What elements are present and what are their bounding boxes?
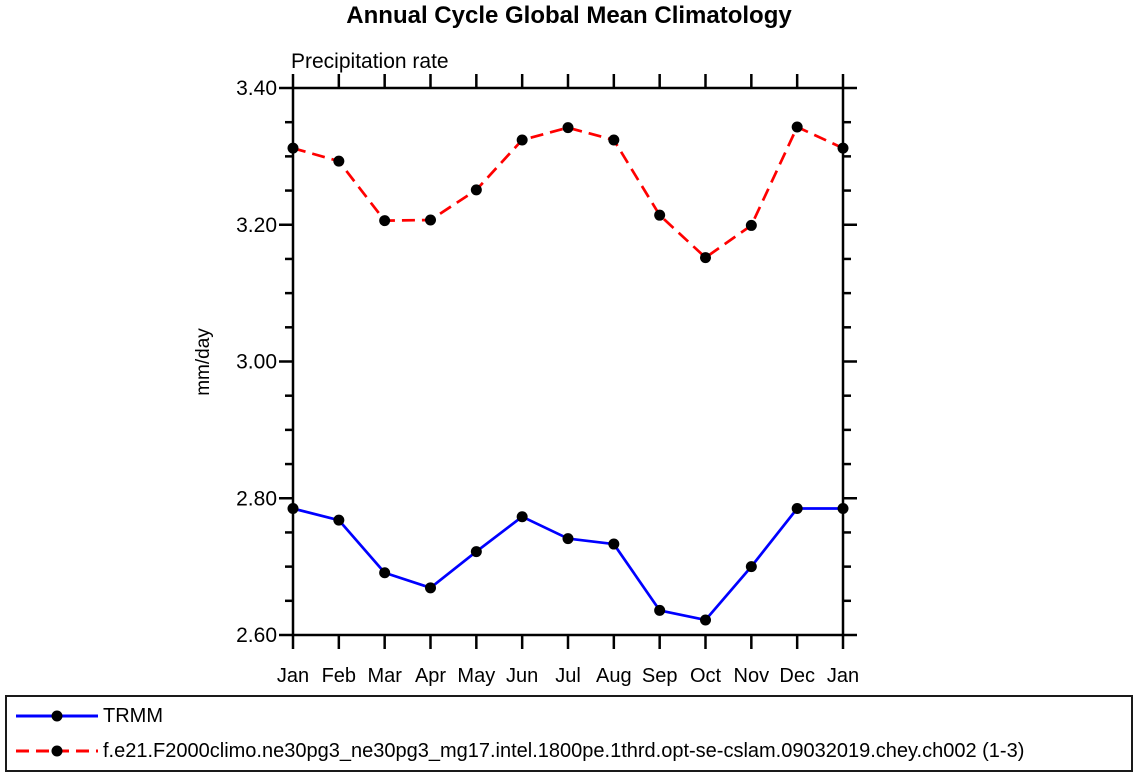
series-line-0	[292, 507, 843, 622]
series-marker-0	[379, 567, 391, 579]
model-line-sample-icon	[16, 745, 98, 757]
chart-title: Annual Cycle Global Mean Climatology	[346, 2, 792, 29]
series-marker-0	[745, 561, 757, 573]
series-marker-0	[287, 503, 299, 515]
x-tick-label: Oct	[690, 665, 722, 687]
x-tick-label: Sep	[642, 665, 678, 687]
legend-label-trmm: TRMM	[103, 704, 163, 727]
legend-box: TRMM f.e21.F2000climo.ne30pg3_ne30pg3_mg…	[5, 695, 1133, 772]
series-line-1	[292, 125, 844, 259]
series-marker-0	[470, 546, 482, 558]
series-marker-1	[654, 209, 666, 221]
series-marker-1	[562, 122, 574, 134]
x-tick-label: Aug	[596, 665, 632, 687]
x-tick-label: Apr	[415, 665, 446, 687]
series-marker-0	[516, 511, 528, 523]
x-tick-label: Jan	[277, 665, 309, 687]
trmm-line-sample-icon	[16, 710, 98, 722]
series-marker-1	[470, 184, 482, 196]
legend-item-trmm: TRMM	[14, 699, 1131, 734]
x-tick-label: May	[457, 665, 495, 687]
series-marker-1	[425, 214, 436, 226]
series-marker-1	[791, 121, 803, 133]
series-marker-1	[333, 155, 345, 167]
x-tick-label: Jul	[555, 665, 581, 687]
series-marker-1	[837, 142, 849, 154]
series-marker-0	[654, 604, 666, 616]
series-marker-1	[516, 134, 528, 146]
y-tick-label: 3.40	[236, 77, 277, 100]
series-marker-1	[379, 215, 391, 227]
series-marker-0	[791, 503, 803, 515]
y-tick-label: 3.20	[236, 214, 277, 237]
y-tick-label: 2.60	[236, 624, 277, 647]
y-tick-label: 2.80	[236, 487, 277, 510]
series-marker-0	[837, 503, 849, 515]
legend-item-model: f.e21.F2000climo.ne30pg3_ne30pg3_mg17.in…	[14, 734, 1131, 769]
series-marker-1	[608, 134, 620, 146]
series-marker-1	[287, 142, 299, 154]
series-marker-0	[700, 614, 711, 626]
series-marker-0	[333, 514, 345, 526]
series-marker-0	[608, 538, 620, 550]
y-tick-label: 3.00	[236, 351, 277, 374]
x-tick-label: Jan	[827, 665, 859, 687]
series-marker-1	[700, 252, 711, 264]
x-tick-label: Mar	[367, 665, 402, 687]
series-marker-0	[562, 533, 574, 545]
x-tick-label: Nov	[734, 665, 770, 687]
legend-label-model: f.e21.F2000climo.ne30pg3_ne30pg3_mg17.in…	[103, 739, 1025, 762]
series-marker-1	[745, 219, 757, 231]
x-tick-label: Jun	[506, 665, 538, 687]
chart-subtitle-variable: Precipitation rate	[291, 50, 449, 73]
series-marker-0	[425, 582, 436, 594]
x-tick-label: Feb	[322, 665, 356, 687]
x-tick-label: Dec	[779, 665, 815, 687]
